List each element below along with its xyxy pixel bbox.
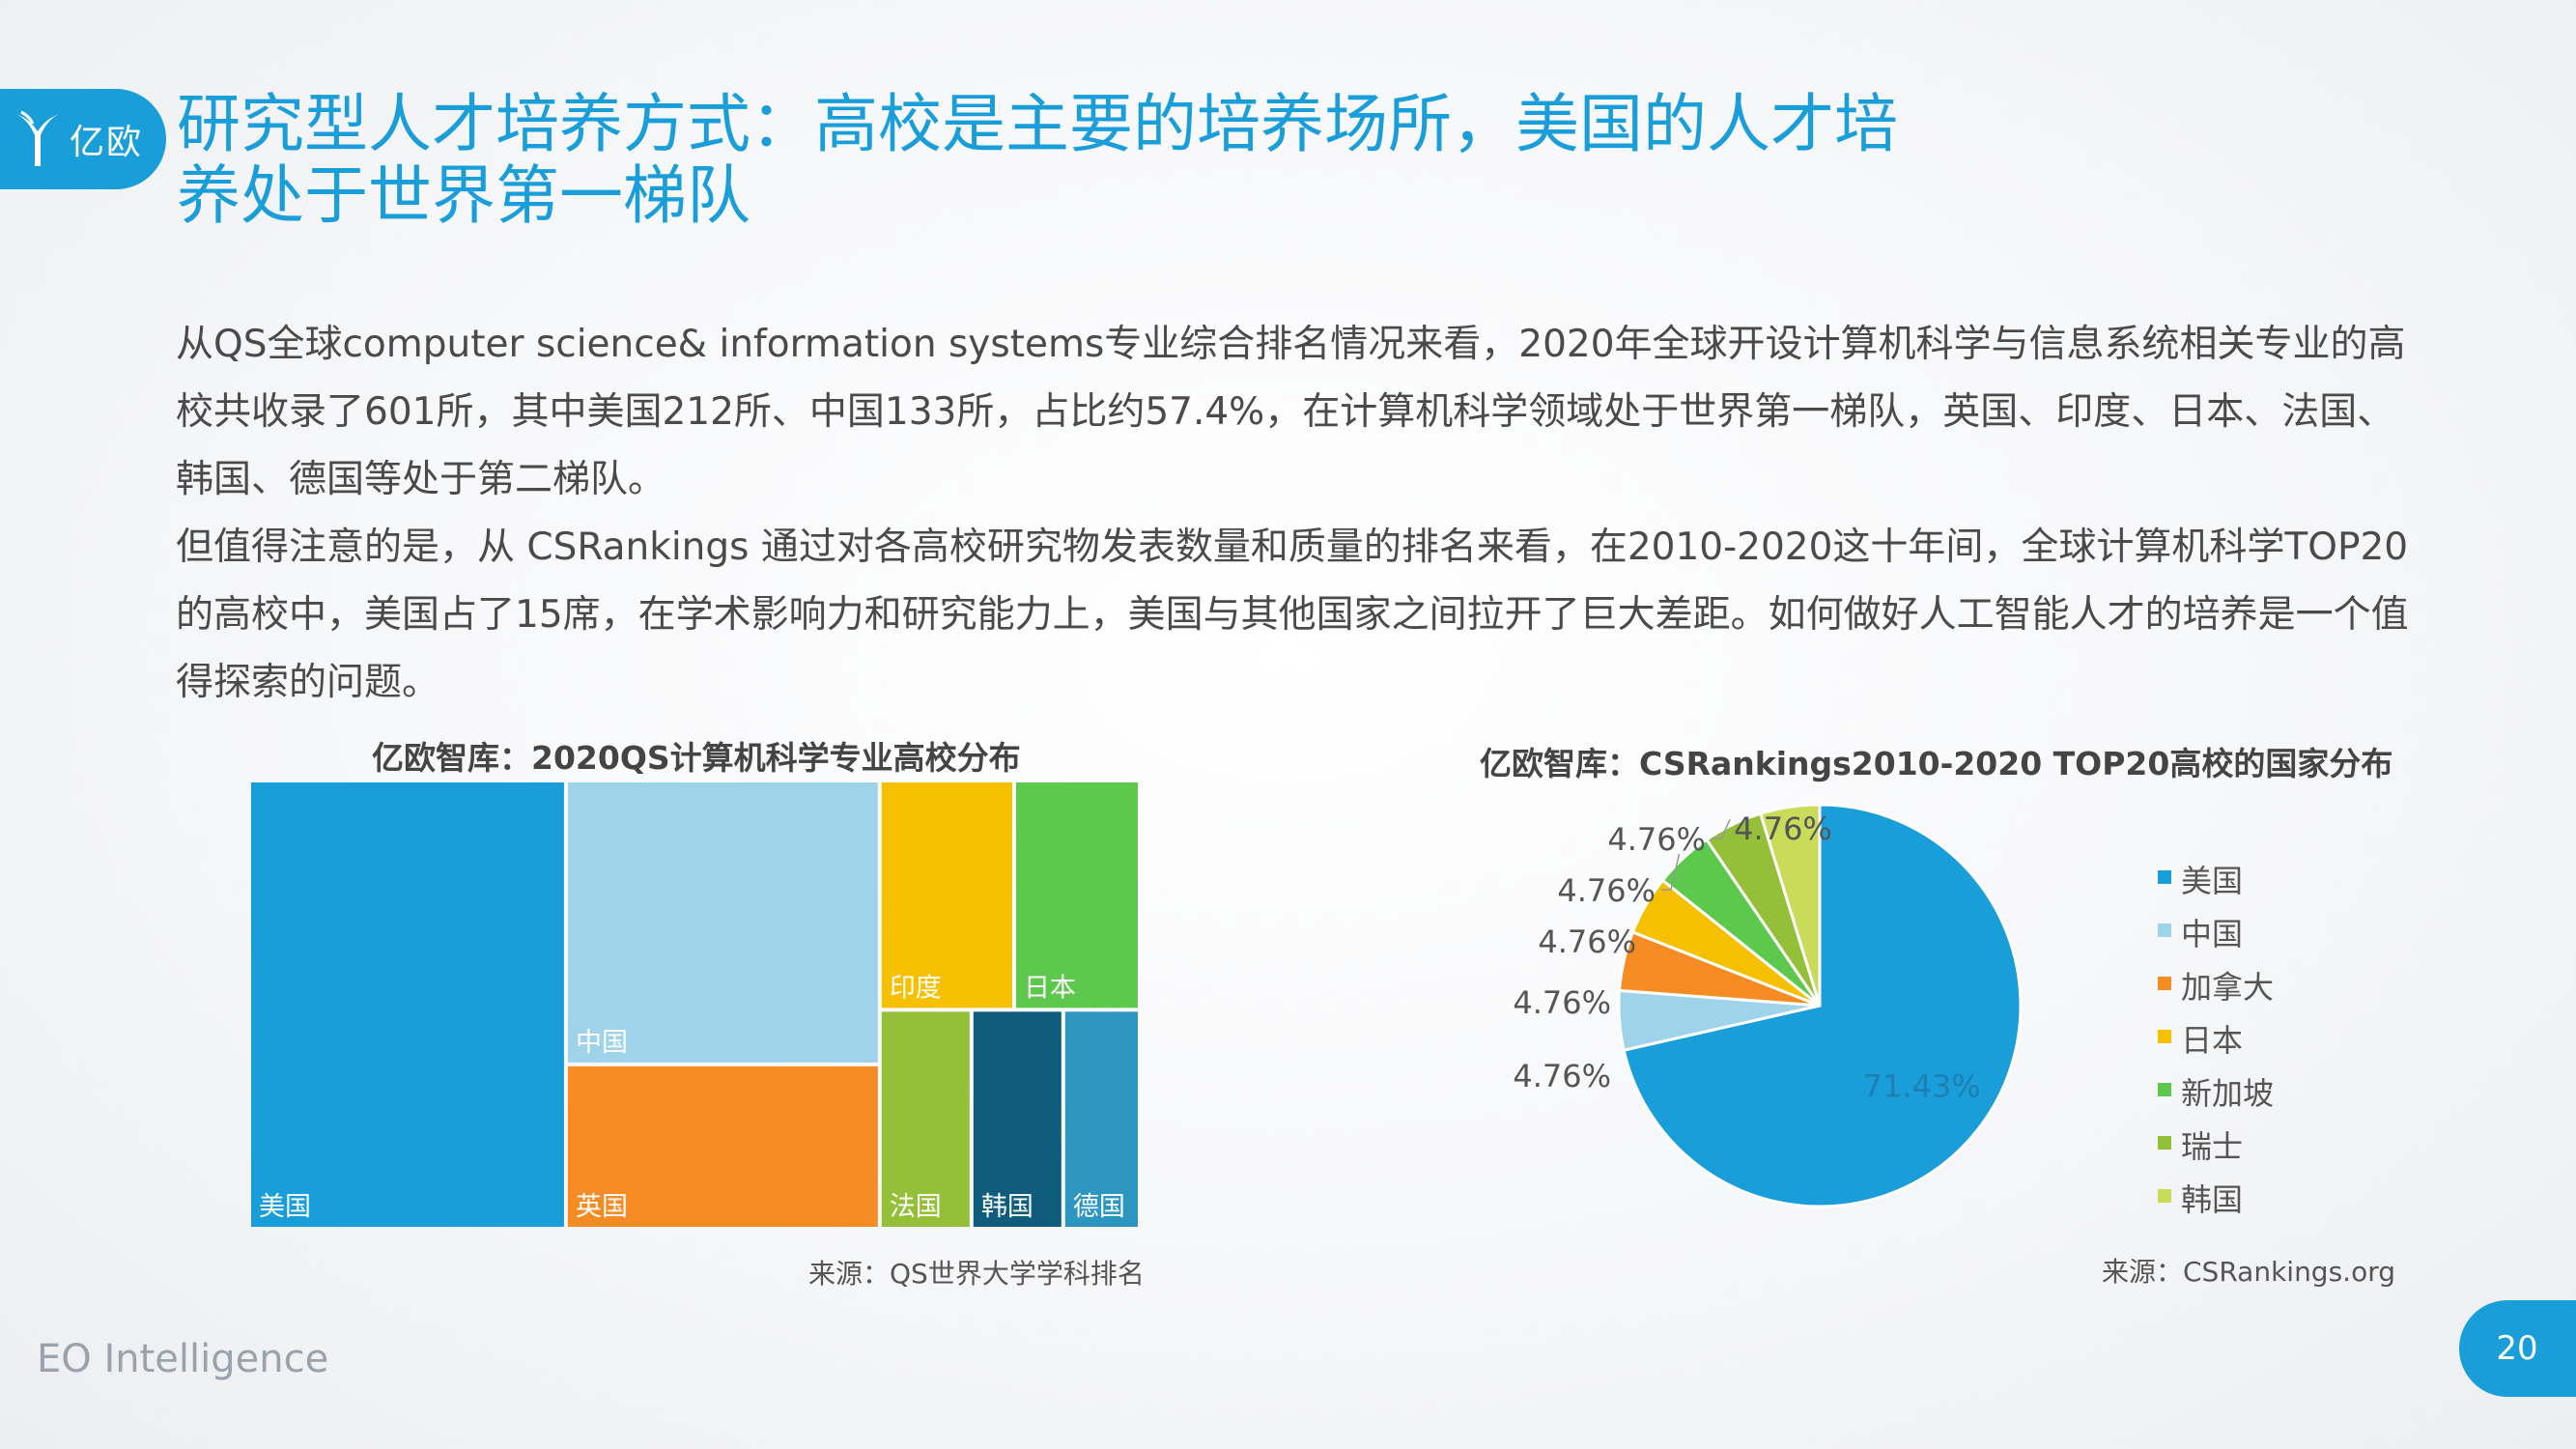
slide-title-line-1: 研究型人才培养方式：高校是主要的培养场所，美国的人才培 [177, 89, 2012, 160]
legend-swatch-2 [2158, 977, 2171, 990]
pie-data-label-0: 71.43% [1863, 1067, 1981, 1104]
slide-title-line-2: 养处于世界第一梯队 [177, 160, 2012, 232]
body-paragraph-2: 但值得注意的是，从 CSRankings 通过对各高校研究物发表数量和质量的排名… [176, 514, 2426, 717]
treemap-label-5: 法国 [890, 1192, 942, 1222]
pie-data-label-6: 4.76% [1734, 810, 1832, 847]
logo-text: 亿欧 [70, 114, 143, 164]
legend-label-1: 中国 [2181, 916, 2243, 952]
treemap-source: 来源：QS世界大学学科排名 [808, 1253, 1145, 1292]
pie-data-label-2: 4.76% [1513, 984, 1611, 1021]
treemap-label-4: 日本 [1024, 973, 1076, 1003]
legend-label-5: 瑞士 [2181, 1128, 2243, 1165]
treemap-cell-1 [568, 782, 878, 1063]
legend-swatch-3 [2158, 1030, 2171, 1043]
pie-data-label-3: 4.76% [1538, 923, 1636, 960]
pie-data-label-1: 4.76% [1513, 1058, 1611, 1094]
legend-swatch-6 [2158, 1189, 2171, 1203]
treemap-label-6: 韩国 [981, 1192, 1033, 1222]
brand-footer: EO Intelligence [37, 1337, 328, 1381]
logo-y-icon [12, 108, 64, 170]
legend-swatch-1 [2158, 923, 2171, 937]
logo-badge: 亿欧 [0, 89, 166, 189]
pie-data-label-4: 4.76% [1557, 872, 1656, 909]
treemap-label-2: 英国 [576, 1192, 628, 1222]
slide-title: 研究型人才培养方式：高校是主要的培养场所，美国的人才培 养处于世界第一梯队 [177, 89, 2012, 232]
legend-label-3: 日本 [2181, 1022, 2243, 1059]
pie-data-label-5: 4.76% [1607, 821, 1706, 858]
treemap-label-3: 印度 [890, 973, 942, 1003]
legend-label-4: 新加坡 [2181, 1075, 2274, 1112]
pie-chart-title: 亿欧智库：CSRankings2010-2020 TOP20高校的国家分布 [1480, 738, 2392, 784]
legend-swatch-5 [2158, 1136, 2171, 1150]
legend-label-0: 美国 [2181, 863, 2243, 899]
treemap-cell-0 [251, 782, 564, 1227]
body-text: 从QS全球computer science& information syste… [176, 311, 2426, 717]
pie-source: 来源：CSRankings.org [2102, 1251, 2395, 1290]
treemap-label-1: 中国 [576, 1028, 628, 1058]
legend-swatch-0 [2158, 870, 2171, 884]
pie-chart: 71.43% 4.76% 4.76% 4.76% 4.76% 4.76% 4.76% 美国中国… [1449, 802, 2415, 1275]
body-paragraph-1: 从QS全球computer science& information syste… [176, 311, 2426, 514]
legend-label-2: 加拿大 [2181, 969, 2274, 1006]
legend-swatch-4 [2158, 1083, 2171, 1096]
treemap-chart-title: 亿欧智库：2020QS计算机科学专业高校分布 [372, 732, 1021, 779]
page-number: 20 [2459, 1300, 2576, 1397]
treemap-label-7: 德国 [1073, 1192, 1125, 1222]
treemap-label-0: 美国 [259, 1192, 311, 1222]
legend-label-6: 韩国 [2181, 1181, 2243, 1218]
